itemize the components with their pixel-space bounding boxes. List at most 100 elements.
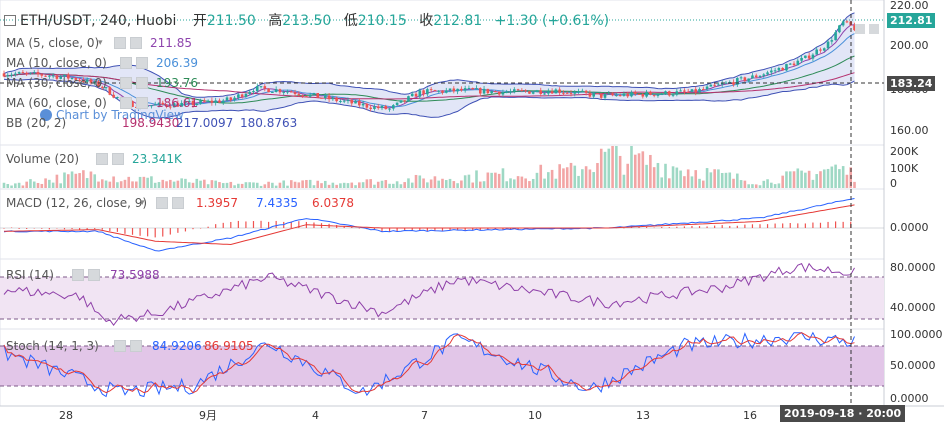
volume-bar [221,183,225,188]
volume-bar [70,171,74,188]
candle-body [36,72,40,75]
candle-body [633,92,637,94]
candle-body [804,55,807,58]
candle-body [100,86,104,88]
volume-bar [350,182,354,188]
candle-body [339,100,342,102]
crosshair-price-tag: 183.24 [887,76,936,91]
ma5-settings-icon[interactable] [114,37,126,49]
stoch-settings-icon[interactable] [114,340,126,352]
volume-bar [180,178,183,188]
candle-body [702,88,705,90]
tradingview-watermark[interactable]: Chart by TradingView [40,108,184,122]
macd-histogram-bar [411,228,413,231]
volume-bar [611,146,614,188]
candle-body [531,92,535,94]
volume-bar [210,180,214,188]
pane-settings-icon[interactable] [855,24,865,34]
volume-bar [161,179,165,188]
macd-histogram-bar [351,227,353,228]
macd-close-icon[interactable] [172,197,184,209]
volume-bar [490,172,493,188]
volume-bar [342,182,346,188]
candle-body [278,89,282,93]
volume-bar [509,178,512,188]
candle-body [429,89,433,91]
rsi-legend[interactable]: RSI (14) [6,268,54,282]
ma10-close-icon[interactable] [136,57,148,69]
macd-label: MACD (12, 26, close, 9) [6,196,148,210]
ma60-close-icon[interactable] [136,97,148,109]
candle-body [773,70,777,72]
macd-pane[interactable] [0,188,885,260]
ma5-legend[interactable]: MA (5, close, 0) [6,36,99,50]
candle-body [48,75,51,77]
collapse-icon[interactable] [4,15,16,26]
volume-bar [702,180,705,188]
candle-body [373,106,376,109]
ma30-close-icon[interactable] [136,77,148,89]
volume-bar [569,162,573,188]
ma30-legend[interactable]: MA (30, close, 0) [6,76,107,90]
candle-body [399,100,403,103]
candle-body [153,104,157,106]
macd-legend[interactable]: MACD (12, 26, close, 9) [6,196,147,210]
volume-bar [218,182,221,188]
volume-bar [89,171,93,188]
macd-histogram-bar [101,228,103,230]
price-tick: 200.00 [890,39,929,52]
volume-legend[interactable]: Volume (20) [6,152,79,166]
volume-bar [165,181,168,188]
pane-info-icon[interactable] [869,24,879,34]
ma60-value: 186.61 [156,96,198,110]
volume-bar [796,168,800,188]
ma30-settings-icon[interactable] [120,77,132,89]
volume-bar [720,173,724,188]
rsi-close-icon[interactable] [88,269,100,281]
rsi-settings-icon[interactable] [72,269,84,281]
volume-bar [441,178,444,188]
ma60-legend[interactable]: MA (60, close, 0) [6,96,107,110]
volume-bar [407,178,410,188]
volume-bar [195,178,199,188]
candle-body [25,72,28,74]
ma10-legend[interactable]: MA (10, close, 0) [6,56,107,70]
volume-close-icon[interactable] [112,153,124,165]
volume-bar [679,170,682,188]
volume-bar [6,184,10,188]
macd-settings-icon[interactable] [156,197,168,209]
ma5-close-icon[interactable] [130,37,142,49]
candle-body [395,102,399,106]
macd-dropdown-icon[interactable]: ▾ [140,198,145,208]
stoch-close-icon[interactable] [130,340,142,352]
macd-signal-value: 6.0378 [312,196,354,210]
volume-bar [448,178,452,188]
bb-legend[interactable]: BB (20, 2) [6,116,66,130]
high-label: 高 [268,13,283,29]
macd-histogram-bar [184,228,187,232]
candle-body [554,89,558,94]
candle-body [44,75,47,77]
stoch-legend[interactable]: Stoch (14, 1, 3) [6,339,99,353]
ma10-settings-icon[interactable] [120,57,132,69]
volume-bar [743,180,747,188]
candle-body [736,78,739,85]
ma5-dropdown-icon[interactable]: ▾ [98,38,103,48]
volume-bar [456,183,459,188]
volume-bar [123,179,127,188]
macd-histogram-bar [426,228,428,232]
volume-bar [603,151,607,188]
volume-bar [592,172,595,188]
crosshair-time-tag: 2019-09-18 · 20:00 [780,405,906,422]
volume-bar [252,182,255,188]
volume-bar [361,182,365,188]
macd-histogram-bar [441,228,444,232]
volume-bar [845,174,849,188]
candle-body [32,72,36,74]
ma60-settings-icon[interactable] [120,97,132,109]
volume-bar [588,169,592,188]
volume-settings-icon[interactable] [96,153,108,165]
macd-histogram-bar [404,228,406,231]
candle-body [838,25,841,33]
